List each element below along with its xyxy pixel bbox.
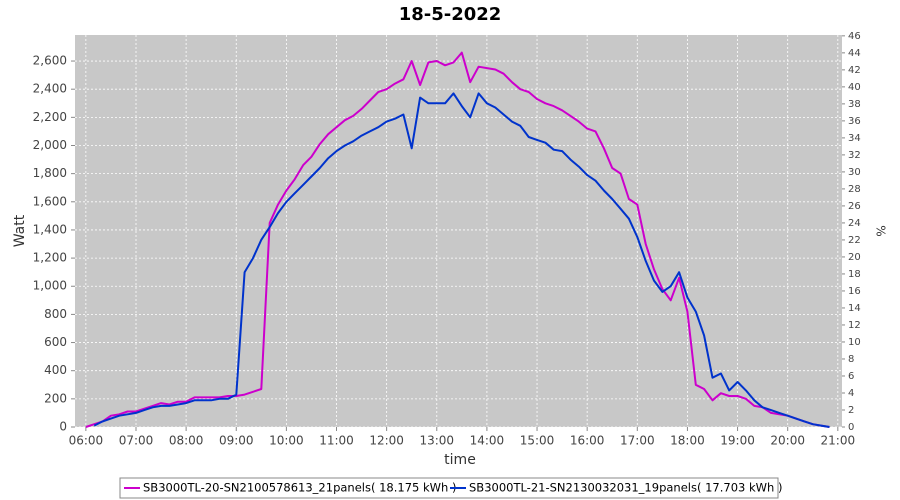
y-tick-label: 1,800 <box>33 166 67 180</box>
x-tick-label: 08:00 <box>169 434 204 448</box>
y-tick-label: 2,400 <box>33 82 67 96</box>
y2-tick-label: 28 <box>848 184 861 195</box>
y-tick-label: 2,000 <box>33 138 67 152</box>
y2-tick-label: 14 <box>848 303 861 314</box>
x-tick-label: 09:00 <box>219 434 254 448</box>
x-tick-label: 17:00 <box>620 434 655 448</box>
y-tick-label: 200 <box>44 391 67 405</box>
x-tick-label: 10:00 <box>269 434 304 448</box>
y-tick-label: 1,200 <box>33 251 67 265</box>
y-tick-label: 0 <box>59 420 67 434</box>
y-tick-label: 1,000 <box>33 279 67 293</box>
y-tick-label: 1,400 <box>33 222 67 236</box>
x-tick-label: 12:00 <box>369 434 404 448</box>
y-tick-label: 2,600 <box>33 54 67 68</box>
y2-tick-label: 30 <box>848 167 861 178</box>
plot-area <box>75 35 842 427</box>
x-tick-label: 13:00 <box>419 434 454 448</box>
x-tick-label: 15:00 <box>520 434 555 448</box>
x-tick-label: 11:00 <box>319 434 354 448</box>
y-tick-label: 1,600 <box>33 194 67 208</box>
x-tick-label: 21:00 <box>821 434 856 448</box>
y2-tick-label: 18 <box>848 269 861 280</box>
y2-tick-label: 0 <box>848 422 854 433</box>
y2-axis-label: % <box>874 225 888 236</box>
y2-tick-label: 42 <box>848 65 861 76</box>
y2-tick-label: 10 <box>848 337 861 348</box>
x-tick-label: 06:00 <box>69 434 104 448</box>
legend-label: SB3000TL-21-SN2130032031_19panels( 17.70… <box>469 481 782 495</box>
x-tick-label: 19:00 <box>720 434 755 448</box>
y2-tick-label: 22 <box>848 235 861 246</box>
x-tick-label: 07:00 <box>119 434 154 448</box>
x-tick-label: 14:00 <box>470 434 505 448</box>
y2-tick-label: 6 <box>848 371 854 382</box>
y2-tick-label: 36 <box>848 116 861 127</box>
y2-tick-label: 34 <box>848 133 861 144</box>
y2-tick-label: 44 <box>848 48 861 59</box>
series-line <box>85 51 830 428</box>
y2-tick-label: 20 <box>848 252 861 263</box>
y-tick-label: 600 <box>44 335 67 349</box>
y2-tick-label: 46 <box>848 31 861 42</box>
y2-tick-label: 8 <box>848 354 854 365</box>
x-tick-label: 20:00 <box>770 434 805 448</box>
y-axis-label: Watt <box>12 214 28 247</box>
y2-tick-label: 38 <box>848 99 861 110</box>
y2-tick-label: 24 <box>848 218 861 229</box>
x-tick-label: 18:00 <box>670 434 705 448</box>
y2-tick-label: 4 <box>848 388 854 399</box>
y-tick-label: 800 <box>44 307 67 321</box>
y2-tick-label: 12 <box>848 320 861 331</box>
y-tick-label: 400 <box>44 363 67 377</box>
legend-label: SB3000TL-20-SN2100578613_21panels( 18.17… <box>143 481 456 495</box>
y2-tick-label: 2 <box>848 405 854 416</box>
y-tick-label: 2,200 <box>33 110 67 124</box>
y2-tick-label: 16 <box>848 286 861 297</box>
x-axis-label: time <box>444 452 476 468</box>
y2-tick-label: 40 <box>848 82 861 93</box>
series-line <box>93 92 830 428</box>
y2-tick-label: 32 <box>848 150 861 161</box>
x-tick-label: 16:00 <box>570 434 605 448</box>
y2-tick-label: 26 <box>848 201 861 212</box>
chart-title: 18-5-2022 <box>399 4 502 25</box>
legend <box>119 477 779 499</box>
